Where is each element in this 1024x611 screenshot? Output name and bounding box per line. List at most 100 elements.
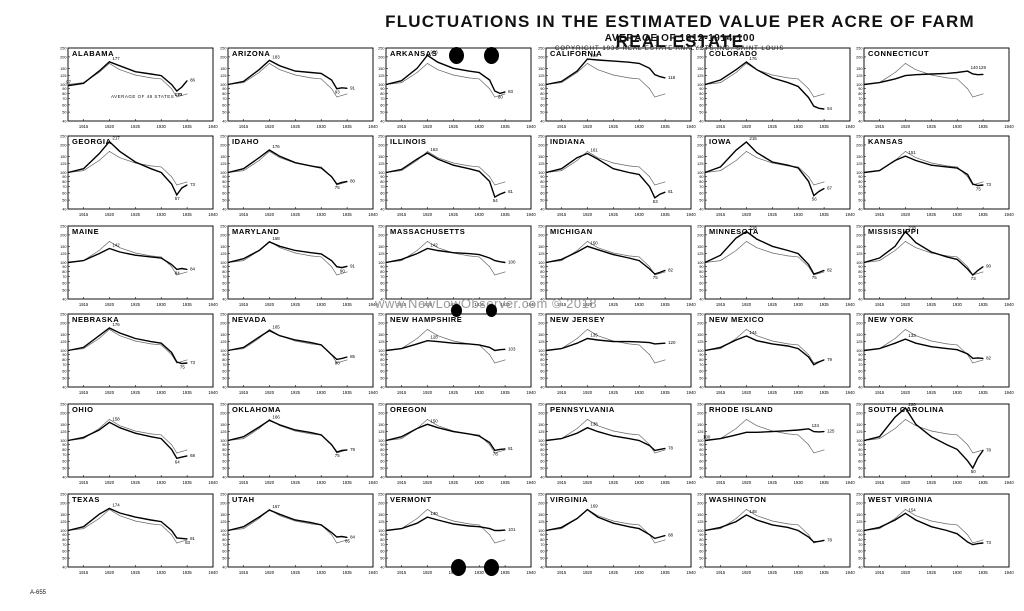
y-tick-label: 125 xyxy=(697,340,703,344)
y-tick-label: 90 xyxy=(380,175,384,179)
y-tick-label: 50 xyxy=(222,467,226,471)
state-point xyxy=(385,440,387,441)
state-point xyxy=(294,250,296,252)
average-point xyxy=(576,338,578,339)
y-tick-label: 150 xyxy=(220,423,226,427)
x-tick-label: 1920 xyxy=(265,480,275,485)
y-tick-label: 80 xyxy=(858,180,862,184)
state-point xyxy=(310,252,312,254)
state-point xyxy=(664,77,666,79)
average-point xyxy=(818,451,820,452)
state-point xyxy=(346,87,348,89)
y-tick-label: 125 xyxy=(538,430,544,434)
average-series-line xyxy=(704,150,825,186)
x-tick-label: 1940 xyxy=(686,480,696,485)
y-tick-label: 250 xyxy=(60,493,66,497)
average-point xyxy=(119,425,121,427)
y-tick-label: 70 xyxy=(540,97,544,101)
y-tick-label: 150 xyxy=(538,67,544,71)
x-tick-label: 1935 xyxy=(342,480,352,485)
y-tick-label: 125 xyxy=(220,74,226,78)
average-point xyxy=(494,542,496,544)
x-tick-label: 1935 xyxy=(182,480,192,485)
state-point xyxy=(787,345,789,347)
x-tick-label: 1915 xyxy=(716,124,726,129)
y-tick-label: 150 xyxy=(60,513,66,517)
y-tick-label: 125 xyxy=(60,340,66,344)
y-tick-label: 250 xyxy=(220,47,226,51)
average-point xyxy=(499,183,501,184)
y-tick-label: 60 xyxy=(699,369,703,373)
data-label: 78 xyxy=(668,445,673,450)
data-label: 158 xyxy=(112,416,120,421)
x-tick-label: 1930 xyxy=(317,302,327,307)
data-label: 61 xyxy=(508,189,513,194)
y-tick-label: 90 xyxy=(699,87,703,91)
average-point xyxy=(279,69,281,71)
average-point xyxy=(797,344,799,346)
state-point xyxy=(310,342,312,344)
average-point xyxy=(576,72,578,73)
state-series-line xyxy=(227,240,348,269)
x-tick-label: 1920 xyxy=(583,302,593,307)
y-tick-label: 40 xyxy=(380,386,384,390)
state-point xyxy=(478,72,480,74)
average-point xyxy=(494,96,496,98)
x-tick-label: 1940 xyxy=(686,570,696,575)
x-tick-label: 1935 xyxy=(660,570,670,575)
state-point xyxy=(863,440,865,441)
state-point xyxy=(797,429,799,431)
y-tick-label: 50 xyxy=(380,199,384,203)
y-tick-label: 150 xyxy=(60,245,66,249)
data-label: 138 xyxy=(590,422,598,427)
state-point xyxy=(341,181,343,183)
panel-frame xyxy=(545,47,692,122)
y-tick-label: 100 xyxy=(378,529,384,533)
data-label: 134 xyxy=(812,423,820,428)
average-point xyxy=(416,518,418,519)
average-point xyxy=(437,157,439,159)
state-point xyxy=(227,440,229,441)
state-name: PENNSYLVANIA xyxy=(550,405,615,414)
average-point xyxy=(171,534,172,536)
data-label: 174 xyxy=(112,502,120,507)
state-point xyxy=(98,335,100,337)
state-point xyxy=(268,330,270,332)
y-tick-label: 125 xyxy=(697,252,703,256)
y-tick-label: 60 xyxy=(699,191,703,195)
average-point xyxy=(341,95,343,96)
state-point xyxy=(176,361,178,363)
average-point xyxy=(905,329,906,330)
state-point xyxy=(499,92,501,94)
data-label: 100 xyxy=(508,260,516,265)
y-tick-label: 90 xyxy=(540,533,544,537)
x-tick-label: 1935 xyxy=(660,124,670,129)
y-tick-label: 200 xyxy=(856,501,862,505)
state-point xyxy=(331,354,333,356)
average-series-line xyxy=(67,418,188,454)
average-point xyxy=(437,515,439,517)
y-tick-label: 60 xyxy=(699,549,703,553)
average-point xyxy=(561,528,562,529)
state-name: WASHINGTON xyxy=(709,495,767,504)
state-series-line xyxy=(227,329,348,361)
y-tick-label: 80 xyxy=(62,92,66,96)
state-point xyxy=(108,507,110,509)
x-tick-label: 1935 xyxy=(978,302,988,307)
y-tick-label: 70 xyxy=(858,363,862,367)
state-series-line xyxy=(863,406,984,470)
average-point xyxy=(915,425,917,427)
x-tick-label: 1935 xyxy=(500,212,510,217)
state-point xyxy=(336,88,338,90)
x-tick-label: 1930 xyxy=(475,570,485,575)
data-label: 176 xyxy=(749,56,757,61)
state-point xyxy=(628,172,630,173)
y-tick-label: 250 xyxy=(220,313,226,317)
average-point xyxy=(972,452,974,454)
y-tick-label: 150 xyxy=(856,67,862,71)
data-label: 61 xyxy=(668,189,673,194)
y-tick-label: 250 xyxy=(378,225,384,229)
